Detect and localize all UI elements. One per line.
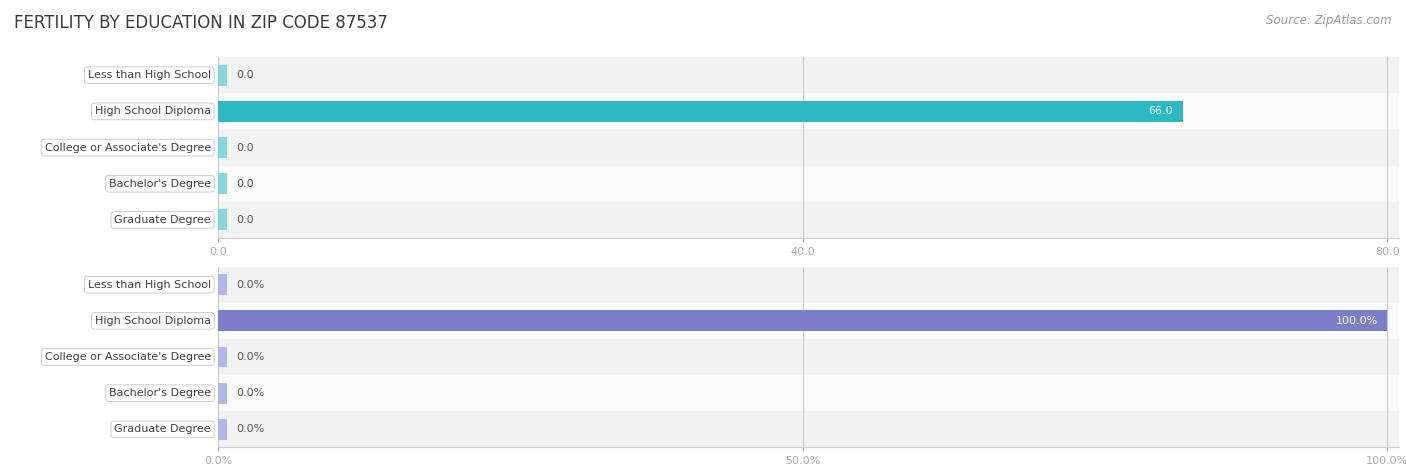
Bar [218,209,228,230]
Bar [218,383,228,404]
Text: College or Associate's Degree: College or Associate's Degree [45,142,211,153]
Bar [218,339,1399,375]
Text: Bachelor's Degree: Bachelor's Degree [108,178,211,189]
Text: 0.0: 0.0 [236,178,254,189]
Bar [218,57,1399,93]
Text: Less than High School: Less than High School [87,70,211,80]
Bar [218,101,1182,122]
Text: FERTILITY BY EDUCATION IN ZIP CODE 87537: FERTILITY BY EDUCATION IN ZIP CODE 87537 [14,14,388,32]
Text: 0.0%: 0.0% [236,424,264,435]
Text: High School Diploma: High School Diploma [96,316,211,326]
Bar [218,166,1399,202]
Bar [218,137,228,158]
Text: Less than High School: Less than High School [87,279,211,290]
Text: College or Associate's Degree: College or Associate's Degree [45,352,211,362]
Text: 66.0: 66.0 [1149,106,1173,117]
Bar [218,347,228,367]
Text: 0.0: 0.0 [236,215,254,225]
Bar [218,202,1399,238]
Text: Graduate Degree: Graduate Degree [114,424,211,435]
Bar [218,173,228,194]
Bar [218,274,228,295]
Text: Bachelor's Degree: Bachelor's Degree [108,388,211,398]
Text: Graduate Degree: Graduate Degree [114,215,211,225]
Text: 0.0: 0.0 [236,70,254,80]
Text: 0.0%: 0.0% [236,279,264,290]
Text: 0.0%: 0.0% [236,388,264,398]
Text: High School Diploma: High School Diploma [96,106,211,117]
Bar [218,267,1399,303]
Text: 0.0%: 0.0% [236,352,264,362]
Bar [218,93,1399,129]
Text: 0.0: 0.0 [236,142,254,153]
Text: 100.0%: 100.0% [1336,316,1378,326]
Bar [218,310,1388,331]
Bar [218,129,1399,166]
Bar [218,411,1399,447]
Bar [218,419,228,440]
Text: Source: ZipAtlas.com: Source: ZipAtlas.com [1267,14,1392,27]
Bar [218,303,1399,339]
Bar [218,65,228,86]
Bar [218,375,1399,411]
